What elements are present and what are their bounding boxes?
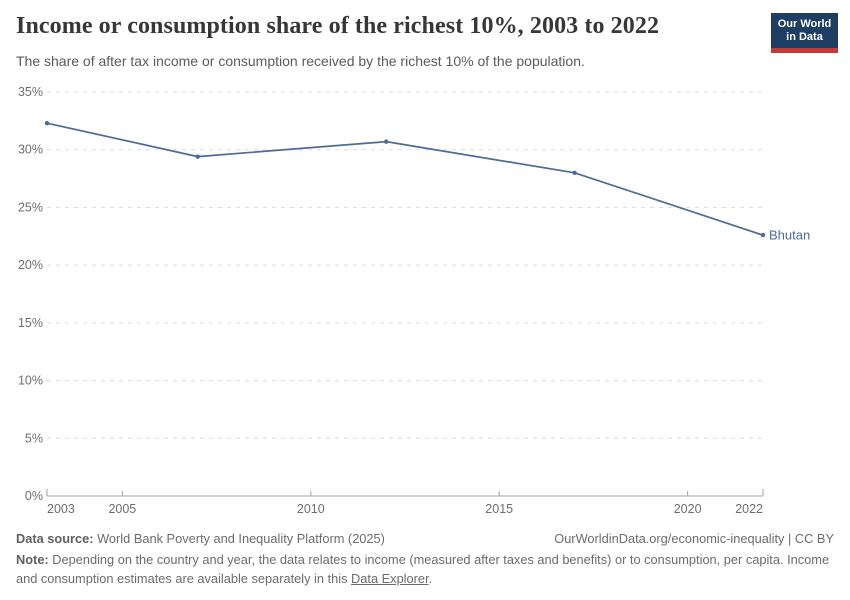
data-explorer-link[interactable]: Data Explorer bbox=[351, 570, 429, 586]
owid-logo[interactable]: Our World in Data bbox=[771, 13, 838, 53]
x-tick-label: 2003 bbox=[47, 502, 75, 516]
x-tick-label: 2010 bbox=[297, 502, 325, 516]
footer: Data source: World Bank Poverty and Ineq… bbox=[16, 531, 834, 588]
data-point[interactable] bbox=[195, 154, 200, 159]
x-tick-label: 2005 bbox=[108, 502, 136, 516]
y-tick-label: 0% bbox=[25, 489, 43, 503]
footer-note: Note: Depending on the country and year,… bbox=[16, 551, 834, 588]
data-point[interactable] bbox=[44, 120, 50, 126]
data-point[interactable] bbox=[383, 139, 389, 144]
data-source: Data source: World Bank Poverty and Ineq… bbox=[16, 531, 385, 546]
y-tick-label: 15% bbox=[18, 316, 43, 330]
series-label[interactable]: Bhutan bbox=[769, 228, 810, 243]
data-line[interactable] bbox=[46, 122, 764, 236]
x-tick-label: 2020 bbox=[674, 502, 702, 516]
y-tick-label: 35% bbox=[18, 85, 43, 99]
y-tick-label: 30% bbox=[18, 143, 43, 157]
owid-logo-line1: Our World bbox=[777, 17, 832, 30]
y-tick-label: 20% bbox=[18, 258, 43, 272]
y-tick-label: 5% bbox=[25, 431, 43, 445]
data-source-text: World Bank Poverty and Inequality Platfo… bbox=[93, 531, 385, 546]
x-tick-label: 2015 bbox=[485, 502, 513, 516]
data-point[interactable] bbox=[572, 170, 577, 175]
note-text-end: . bbox=[428, 570, 433, 586]
y-tick-label: 10% bbox=[18, 374, 43, 388]
owid-logo-line2: in Data bbox=[786, 30, 823, 43]
chart-subtitle: The share of after tax income or consump… bbox=[16, 53, 585, 69]
y-tick-label: 25% bbox=[18, 200, 43, 214]
chart-svg[interactable]: 0% 5% 10% 15% 20% 25% 30% 35% 2003 2005 2010 2015 20… bbox=[0, 78, 850, 528]
data-source-label: Data source: bbox=[16, 531, 94, 546]
note-text: Depending on the country and year, the d… bbox=[16, 552, 830, 586]
source-row: Data source: World Bank Poverty and Ineq… bbox=[16, 531, 834, 546]
note-label: Note: bbox=[16, 552, 49, 567]
x-tick-label: 2022 bbox=[735, 502, 763, 516]
data-point[interactable] bbox=[760, 232, 766, 238]
attribution: OurWorldinData.org/economic-inequality |… bbox=[554, 531, 834, 546]
chart-title: Income or consumption share of the riche… bbox=[16, 13, 660, 39]
